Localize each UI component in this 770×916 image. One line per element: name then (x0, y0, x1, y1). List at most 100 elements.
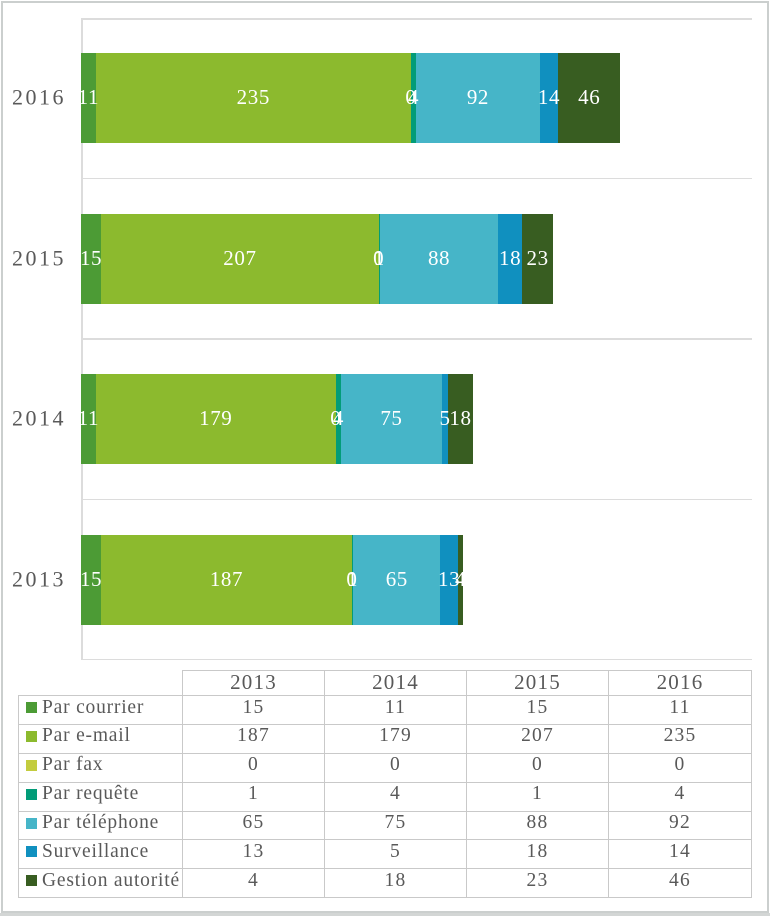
value-cell: 1 (466, 781, 609, 812)
value-cell: 46 (608, 868, 752, 899)
data-label-surveillance: 5 (439, 406, 451, 431)
bar-segment-gestion-autorit- (522, 213, 554, 304)
value-cell: 65 (182, 810, 325, 841)
data-label-par-fax: 0 (330, 406, 342, 431)
data-label-par-e-mail: 207 (223, 245, 257, 270)
data-label-gestion-autorit-: 46 (578, 85, 601, 110)
bar-segment-surveillance (441, 374, 449, 465)
data-label-surveillance: 18 (499, 245, 522, 270)
table-year-header: 2014 (324, 670, 467, 696)
value-cell: 187 (182, 723, 325, 754)
data-label-par-t-l-phone: 88 (427, 245, 451, 270)
legend-key-icon (26, 817, 37, 829)
bar-segment-par-courrier (81, 374, 96, 465)
legend-key-icon (26, 702, 37, 713)
value-cell: 0 (466, 752, 609, 783)
bar-segment-surveillance (539, 53, 559, 144)
value-cell: 88 (466, 810, 609, 841)
value-cell: 92 (608, 810, 752, 841)
value-cell: 4 (182, 868, 325, 899)
series-label-cell: Gestion autorité (18, 868, 183, 899)
data-label-par-requ-te: 4 (408, 85, 420, 110)
data-label-par-e-mail: 235 (236, 85, 270, 110)
data-label-par-fax: 0 (405, 85, 417, 110)
table-header-row: 2013 2014 2015 2016 (19, 670, 752, 696)
data-label-par-requ-te: 1 (346, 566, 359, 591)
series-label: Par fax (42, 754, 104, 776)
legend-key-icon (26, 788, 37, 800)
bar-segment-par-requ-te (410, 53, 417, 144)
category-gridline (81, 338, 752, 340)
plot-border-top (81, 18, 752, 20)
data-label-surveillance: 14 (537, 85, 561, 110)
bar-segment-par-requ-te (378, 213, 381, 304)
plot-border-bottom (81, 658, 752, 660)
value-cell: 4 (324, 781, 467, 812)
window-bottom-edge (0, 913, 770, 916)
data-label-par-t-l-phone: 65 (385, 566, 408, 591)
value-cell: 23 (466, 868, 609, 899)
bar-segment-par-courrier (81, 534, 102, 625)
value-cell: 207 (466, 723, 609, 754)
bar-segment-par-e-mail (95, 53, 411, 144)
legend-key-icon (26, 846, 37, 858)
value-cell: 11 (324, 695, 467, 725)
value-cell: 11 (608, 695, 752, 725)
series-label-cell: Par requête (18, 781, 183, 812)
bar-segment-par-courrier (81, 53, 96, 144)
bar-segment-par-e-mail (101, 534, 352, 625)
value-cell: 15 (466, 695, 609, 725)
bar-segment-gestion-autorit- (457, 534, 464, 625)
table-row: Par e-mail 187 179 207 235 (18, 723, 752, 754)
data-label-gestion-autorit-: 18 (449, 406, 472, 431)
bar-segment-gestion-autorit- (558, 53, 621, 144)
category-gridline (81, 177, 752, 180)
series-label-cell: Par e-mail (18, 723, 183, 754)
data-label-par-t-l-phone: 92 (466, 85, 490, 110)
category-axis-label: 2014 (12, 405, 66, 431)
table-corner-cell (19, 671, 183, 696)
data-label-par-requ-te: 1 (373, 245, 385, 270)
value-cell: 0 (608, 752, 752, 783)
value-cell: 1 (182, 781, 325, 812)
data-label-par-requ-te: 4 (332, 406, 345, 431)
value-cell: 0 (182, 752, 325, 783)
data-label-surveillance: 13 (437, 566, 461, 591)
category-gridline (81, 498, 752, 501)
data-label-par-fax: 0 (373, 245, 385, 270)
table-row: Par requête 1 4 1 4 (18, 781, 752, 812)
series-label: Surveillance (42, 840, 150, 862)
table-year-header: 2013 (182, 670, 325, 696)
series-label: Par requête (42, 783, 140, 805)
bar-segment-par-t-l-phone (353, 534, 441, 625)
data-label-par-fax: 0 (346, 566, 358, 591)
table-year-header: 2016 (608, 670, 752, 696)
plot-area: 2016 11 235 0 4 92 14 46 2015 15 207 0 1 88 18 23 2014 11… (12, 18, 752, 660)
value-cell: 75 (324, 810, 467, 841)
table-row: Gestion autorité 4 18 23 46 (18, 868, 752, 899)
value-cell: 235 (608, 723, 752, 754)
bar-segment-surveillance (498, 213, 523, 304)
value-cell: 0 (324, 752, 467, 783)
value-cell: 18 (466, 839, 609, 870)
bar-segment-par-t-l-phone (380, 213, 499, 304)
legend-key-icon (26, 730, 37, 742)
data-label-gestion-autorit-: 23 (526, 245, 549, 270)
table-row: Par téléphone 65 75 88 92 (18, 810, 752, 841)
table-row: Par fax 0 0 0 0 (18, 752, 752, 783)
table-year-header: 2015 (466, 670, 609, 696)
bar-segment-par-t-l-phone (341, 374, 442, 465)
series-label-cell: Surveillance (18, 839, 183, 870)
table-row: Surveillance 13 5 18 14 (18, 839, 752, 870)
legend-key-icon (26, 875, 37, 887)
bar-segment-par-requ-te (351, 534, 354, 625)
series-label: Gestion autorité (42, 869, 180, 891)
data-table: 2013 2014 2015 2016 Par courrier 15 11 15 11 Par … (18, 670, 752, 899)
value-cell: 18 (324, 868, 467, 899)
data-label-par-e-mail: 187 (209, 566, 244, 591)
series-label-cell: Par fax (18, 752, 183, 783)
category-axis-label: 2013 (12, 566, 66, 592)
series-label-cell: Par courrier (18, 695, 183, 725)
data-label-par-courrier: 11 (77, 85, 100, 110)
